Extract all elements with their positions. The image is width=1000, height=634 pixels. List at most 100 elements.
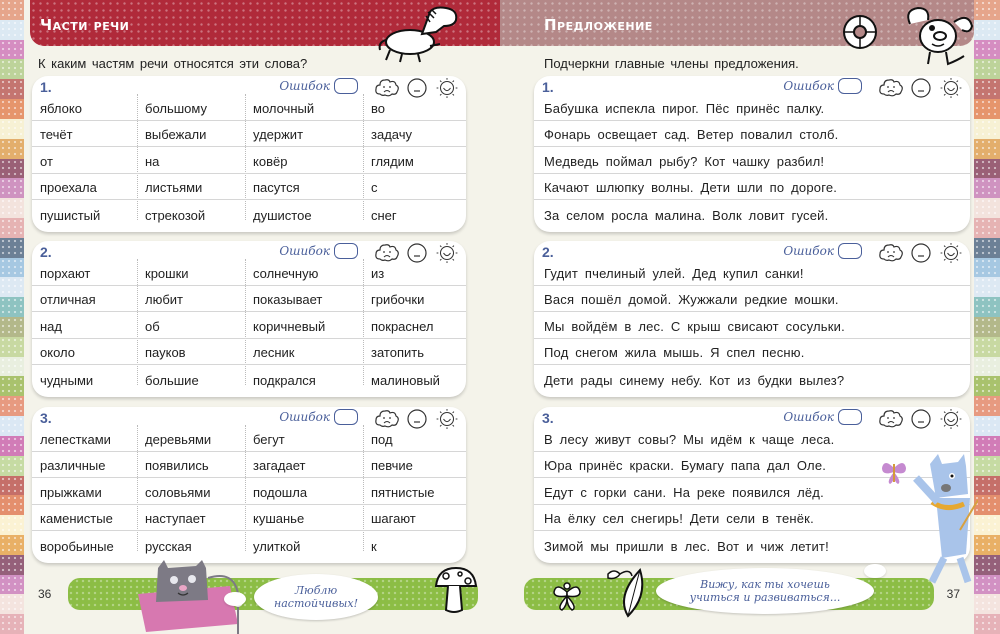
cloud-sad-icon[interactable] [374, 241, 400, 265]
word-cell[interactable]: снег [371, 207, 397, 223]
cloud-sad-icon[interactable] [374, 407, 400, 431]
sun-smile-icon[interactable] [938, 241, 964, 265]
word-cell[interactable]: чудными [40, 372, 94, 388]
word-cell[interactable]: из [371, 265, 385, 281]
word-cell[interactable]: показывает [253, 292, 323, 308]
word-cell[interactable]: над [40, 318, 62, 334]
word-cell[interactable]: удержит [253, 127, 304, 143]
word-cell[interactable]: русская [145, 538, 192, 554]
word-cell[interactable]: певчие [371, 458, 413, 474]
word-cell[interactable]: течёт [40, 127, 73, 143]
word-cell[interactable]: шагают [371, 511, 416, 527]
sentence-text[interactable]: Фонарь освещает сад. Ветер повалил столб… [544, 127, 839, 143]
word-cell[interactable]: деревьями [145, 431, 212, 447]
word-cell[interactable]: различные [40, 458, 106, 474]
cloud-sad-icon[interactable] [374, 76, 400, 100]
word-cell[interactable]: стрекозой [145, 207, 206, 223]
word-cell[interactable]: появились [145, 458, 209, 474]
cloud-sad-icon[interactable] [878, 76, 904, 100]
word-cell[interactable]: улиткой [253, 538, 301, 554]
word-cell[interactable]: загадает [253, 458, 306, 474]
word-cell[interactable]: отличная [40, 292, 96, 308]
word-cell[interactable]: прыжками [40, 484, 102, 500]
word-cell[interactable]: душистое [253, 207, 312, 223]
sentence-text[interactable]: Бабушка испекла пирог. Пёс принёс палку. [544, 100, 825, 116]
word-cell[interactable]: во [371, 100, 385, 116]
word-cell[interactable]: затопить [371, 345, 424, 361]
sentence-text[interactable]: Едут с горки сани. На реке появился лёд. [544, 484, 824, 500]
word-cell[interactable]: листьями [145, 180, 203, 196]
word-cell[interactable]: около [40, 345, 75, 361]
sentence-text[interactable]: На ёлку сел снегирь! Дети сели в тенёк. [544, 511, 814, 527]
word-cell[interactable]: глядим [371, 153, 414, 169]
word-cell[interactable]: крошки [145, 265, 189, 281]
errors-count-input[interactable] [838, 243, 862, 259]
word-cell[interactable]: яблоко [40, 100, 82, 116]
word-cell[interactable]: коричневый [253, 318, 326, 334]
neutral-face-icon[interactable] [404, 241, 430, 265]
word-cell[interactable]: соловьями [145, 484, 211, 500]
neutral-face-icon[interactable] [908, 76, 934, 100]
word-cell[interactable]: проехала [40, 180, 97, 196]
sun-smile-icon[interactable] [434, 241, 460, 265]
word-cell[interactable]: воробьиные [40, 538, 114, 554]
word-cell[interactable]: к [371, 538, 377, 554]
neutral-face-icon[interactable] [404, 76, 430, 100]
word-cell[interactable]: выбежали [145, 127, 207, 143]
neutral-face-icon[interactable] [908, 407, 934, 431]
word-cell[interactable]: большому [145, 100, 207, 116]
sentence-text[interactable]: За селом росла малина. Волк ловит гусей. [544, 207, 829, 223]
sun-smile-icon[interactable] [434, 407, 460, 431]
sentence-text[interactable]: В лесу живут совы? Мы идём к чаще леса. [544, 431, 835, 447]
word-cell[interactable]: под [371, 431, 393, 447]
word-cell[interactable]: бегут [253, 431, 285, 447]
sentence-text[interactable]: Юра принёс краски. Бумагу папа дал Оле. [544, 458, 827, 474]
errors-count-input[interactable] [334, 243, 358, 259]
word-cell[interactable]: грибочки [371, 292, 425, 308]
word-cell[interactable]: на [145, 153, 160, 169]
sentence-text[interactable]: Гудит пчелиный улей. Дед купил санки! [544, 265, 804, 281]
sentence-text[interactable]: Вася пошёл домой. Жужжали редкие мошки. [544, 292, 839, 308]
errors-count-input[interactable] [334, 409, 358, 425]
word-cell[interactable]: любит [145, 292, 183, 308]
word-cell[interactable]: от [40, 153, 53, 169]
word-cell[interactable]: об [145, 318, 160, 334]
word-cell[interactable]: подошла [253, 484, 308, 500]
cloud-sad-icon[interactable] [878, 407, 904, 431]
sentence-text[interactable]: Медведь поймал рыбу? Кот чашку разбил! [544, 153, 825, 169]
word-cell[interactable]: ковёр [253, 153, 288, 169]
word-cell[interactable]: порхают [40, 265, 91, 281]
word-cell[interactable]: покраснел [371, 318, 434, 334]
sun-smile-icon[interactable] [938, 76, 964, 100]
word-cell[interactable]: пятнистые [371, 484, 435, 500]
word-cell[interactable]: с [371, 180, 378, 196]
sun-smile-icon[interactable] [434, 76, 460, 100]
word-cell[interactable]: задачу [371, 127, 412, 143]
word-cell[interactable]: наступает [145, 511, 206, 527]
word-cell[interactable]: лесник [253, 345, 295, 361]
word-cell[interactable]: пасутся [253, 180, 300, 196]
word-cell[interactable]: малиновый [371, 372, 440, 388]
neutral-face-icon[interactable] [908, 241, 934, 265]
word-cell[interactable]: пушистый [40, 207, 101, 223]
word-cell[interactable]: лепестками [40, 431, 111, 447]
sentence-row: Юра принёс краски. Бумагу папа дал Оле. [534, 452, 970, 479]
word-cell[interactable]: солнечную [253, 265, 319, 281]
word-cell[interactable]: молочный [253, 100, 315, 116]
sentence-text[interactable]: Под снегом жила мышь. Я спел песню. [544, 345, 805, 361]
errors-count-input[interactable] [334, 78, 358, 94]
word-cell[interactable]: кушанье [253, 511, 305, 527]
sentence-text[interactable]: Мы войдём в лес. С крыш свисают сосульки… [544, 318, 845, 334]
word-cell[interactable]: пауков [145, 345, 186, 361]
sentence-text[interactable]: Качают шлюпку волны. Дети шли по дороге. [544, 180, 838, 196]
cloud-sad-icon[interactable] [878, 241, 904, 265]
sentence-text[interactable]: Зимой мы пришли в лес. Вот и чиж летит! [544, 538, 829, 554]
errors-count-input[interactable] [838, 409, 862, 425]
word-cell[interactable]: подкрался [253, 372, 316, 388]
sentence-text[interactable]: Дети рады синему небу. Кот из будки выле… [544, 372, 845, 388]
errors-count-input[interactable] [838, 78, 862, 94]
word-cell[interactable]: каменистые [40, 511, 113, 527]
neutral-face-icon[interactable] [404, 407, 430, 431]
sun-smile-icon[interactable] [938, 407, 964, 431]
word-cell[interactable]: большие [145, 372, 199, 388]
